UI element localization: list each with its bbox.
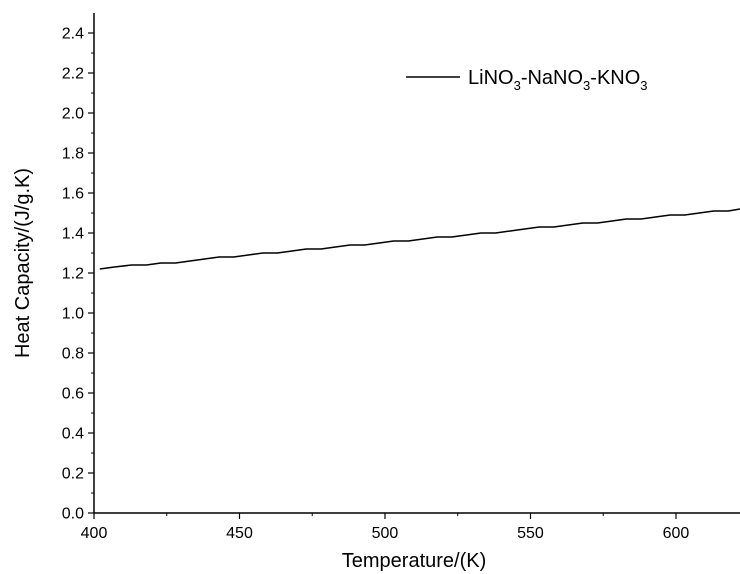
x-tick-label: 450 (226, 525, 253, 542)
y-tick-label: 2.0 (62, 106, 84, 123)
series-group (99, 208, 740, 270)
axes (93, 13, 740, 514)
y-tick-label: 1.4 (62, 226, 84, 243)
y-tick-label: 0.6 (62, 386, 84, 403)
x-tick-label: 500 (372, 525, 399, 542)
ticks: 0.0 0.2 0.4 0.6 0.8 1.0 1.2 1.4 1.6 1.8 2.0 2.2 2.4 4… (62, 26, 690, 543)
y-tick-label: 0.8 (62, 346, 84, 363)
legend: LiNO3-NaNO3-KNO3 (406, 67, 648, 93)
y-tick-label: 0.4 (62, 426, 84, 443)
x-axis-label: Temperature/(K) (342, 550, 487, 572)
legend-label: LiNO3-NaNO3-KNO3 (468, 67, 648, 93)
y-tick-label: 1.0 (62, 306, 84, 323)
y-axis-label: Heat Capacity/(J/g.K) (12, 168, 34, 358)
y-tick-label: 0.2 (62, 466, 84, 483)
y-tick-label: 1.6 (62, 186, 84, 203)
x-tick-label: 600 (663, 525, 690, 542)
y-tick-label: 1.8 (62, 146, 84, 163)
y-tick-label: 2.4 (62, 26, 84, 43)
y-tick-label: 0.0 (62, 506, 84, 523)
x-tick-label: 400 (81, 525, 108, 542)
y-tick-label: 2.2 (62, 66, 84, 83)
x-tick-label: 550 (517, 525, 544, 542)
y-tick-label: 1.2 (62, 266, 84, 283)
series-line (99, 208, 740, 270)
